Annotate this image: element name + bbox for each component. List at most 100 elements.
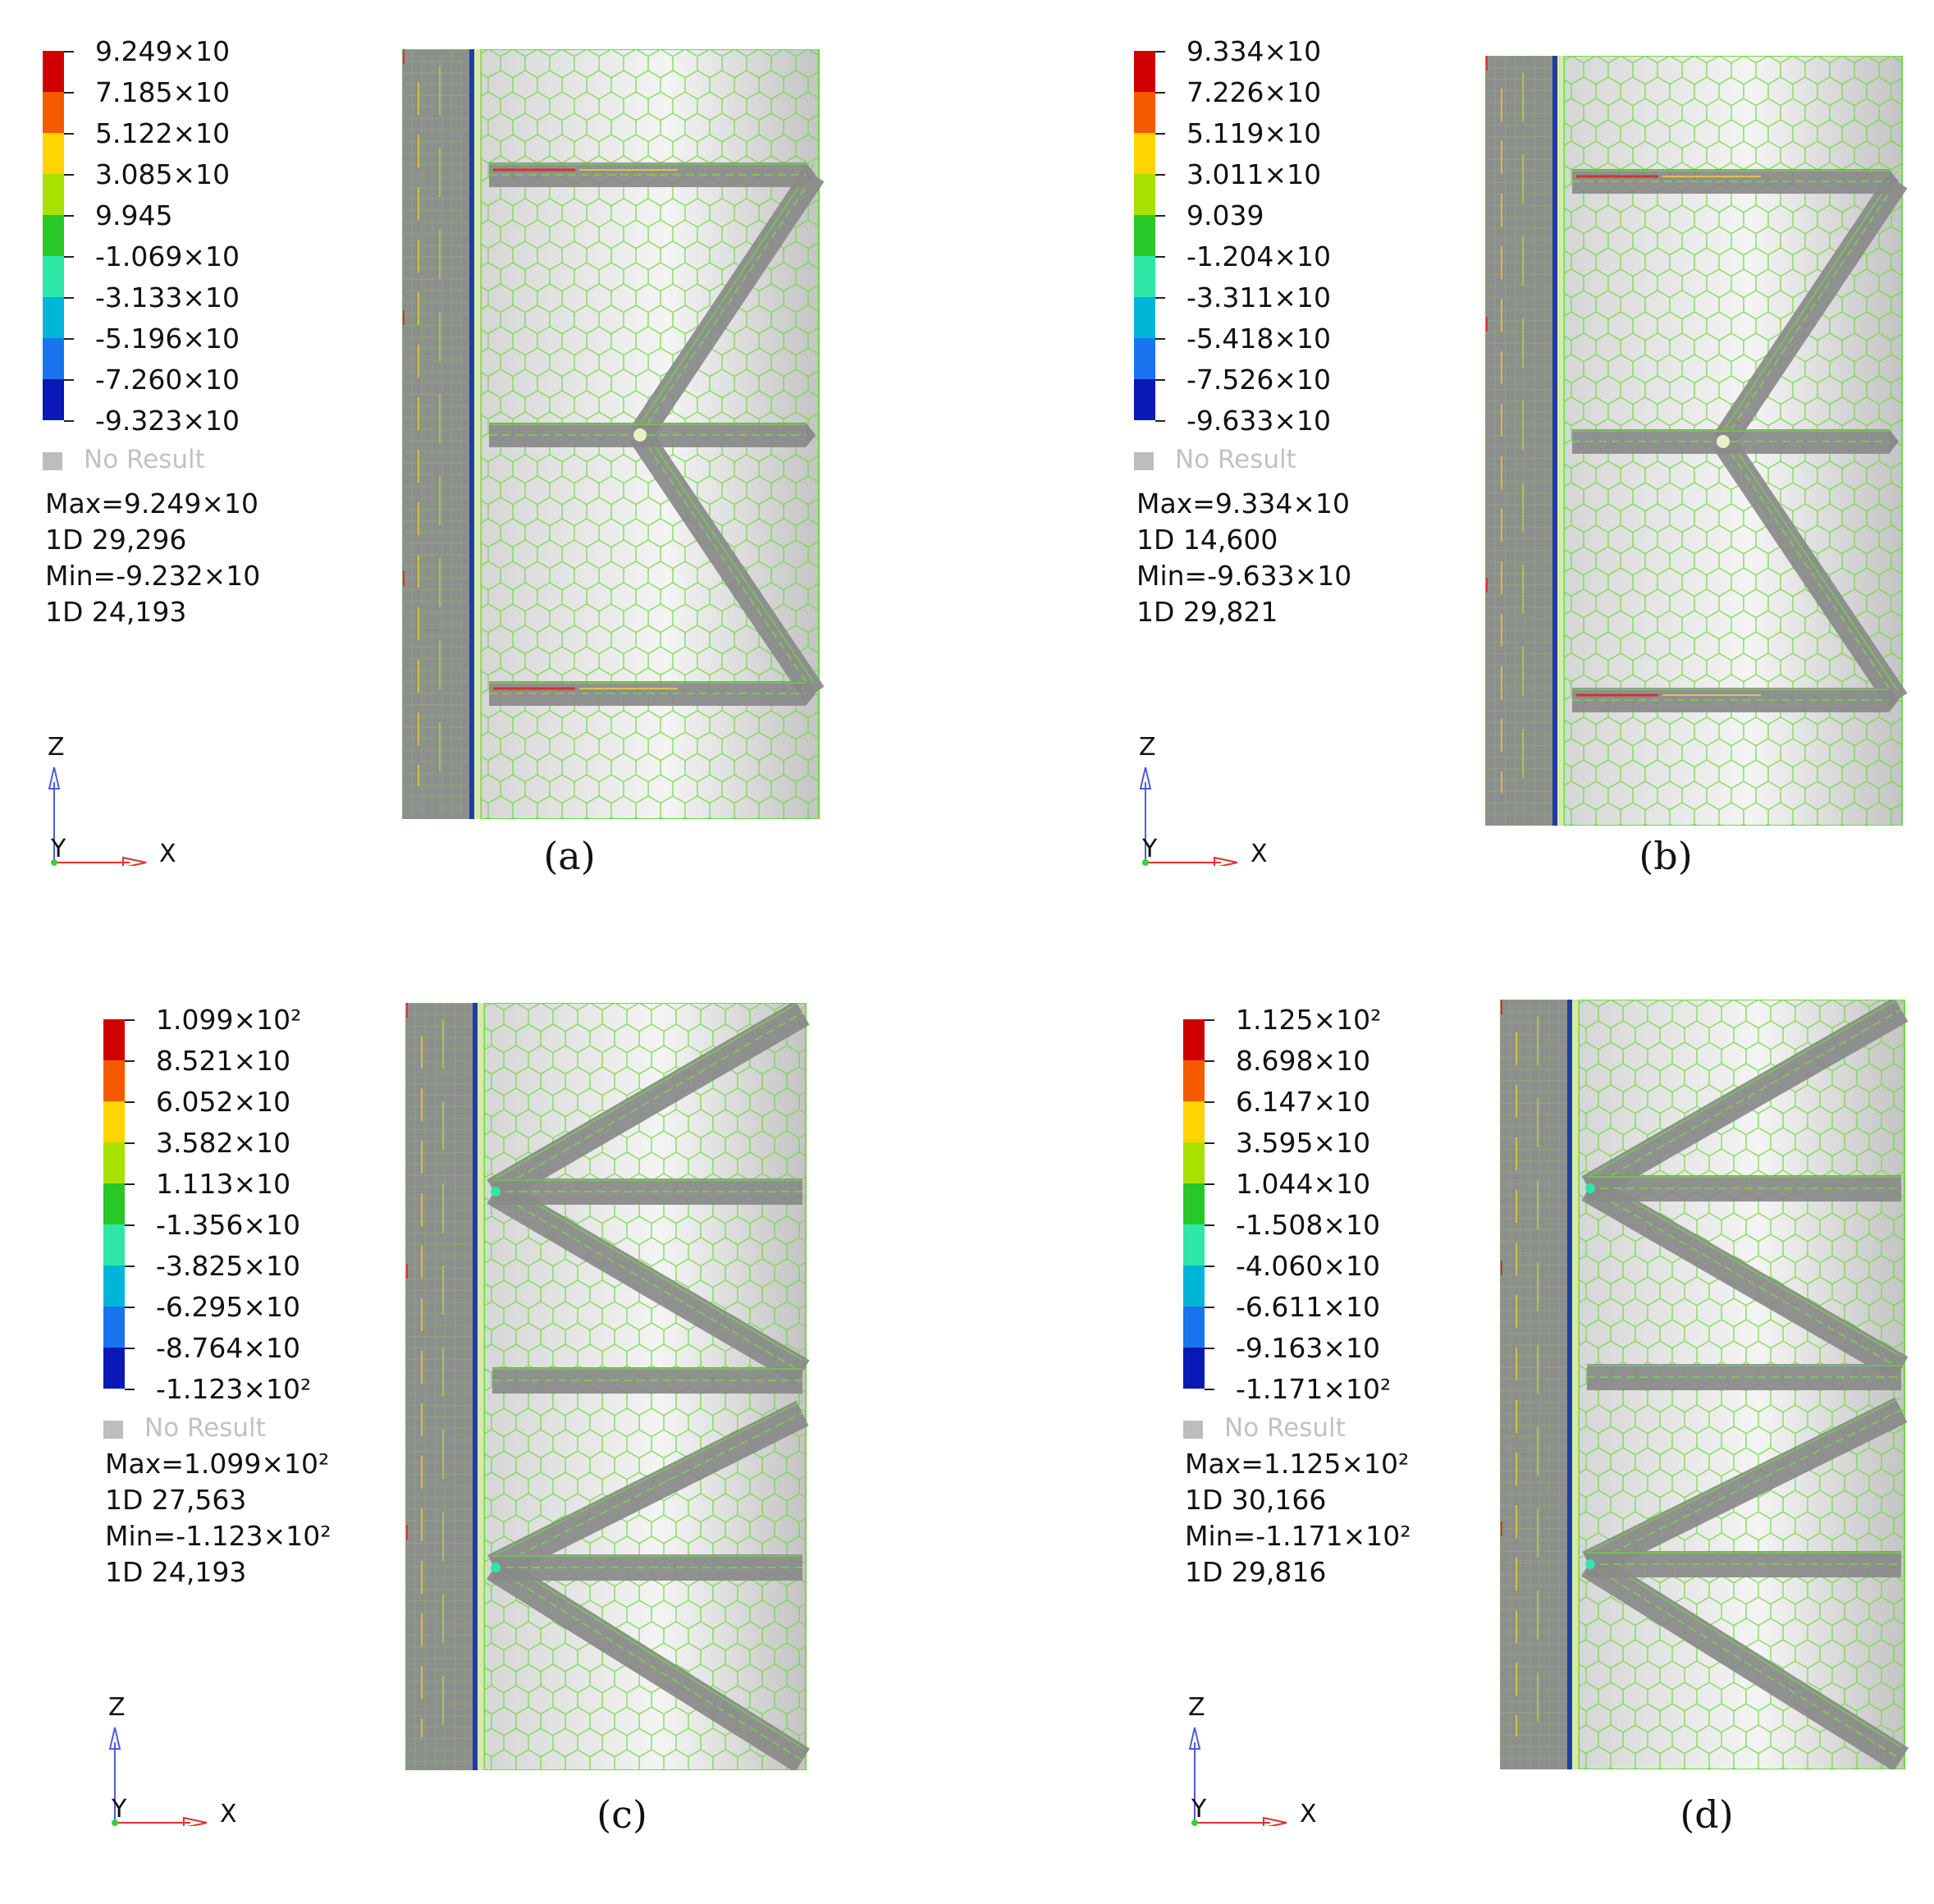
axis-x-label: X [220,1800,237,1828]
legend-swatch [1183,1183,1205,1224]
legend-tick [1155,215,1165,217]
diagonal-brace [629,163,825,442]
legend-tick [125,1348,135,1349]
legend-swatch [1134,379,1155,420]
legend-tick [64,420,74,422]
diagonal-brace [486,1554,811,1770]
vertical-column [1500,1000,1579,1769]
axis-y-label: Y [112,1795,127,1824]
legend-tick [64,133,74,135]
legend-value: -1.069×10 [95,240,240,272]
legend-swatch [1183,1348,1205,1389]
axis-triad-icon [108,1727,208,1829]
legend-swatch [43,92,64,133]
legend-swatch [103,1101,125,1142]
legend-value: 1.099×10² [156,1004,302,1036]
axis-y-label: Y [1191,1795,1207,1824]
legend-value: 3.595×10 [1236,1127,1371,1159]
max-value: Max=9.249×10 [45,487,258,519]
legend-value: -1.204×10 [1186,240,1332,272]
joint-node [491,1563,501,1572]
vertical-column [1485,56,1564,826]
diagonal-brace [1581,1175,1909,1381]
min-element-id: 1D 29,816 [1185,1556,1327,1588]
legend-tick [125,1183,135,1185]
legend-tick [1205,1060,1214,1062]
legend-tick [64,92,74,94]
min-element-id: 1D 24,193 [105,1556,247,1588]
legend-tick [125,1101,135,1103]
legend-value: 9.039 [1186,199,1264,231]
axis-z-label: Z [108,1693,126,1722]
no-result-swatch [1134,451,1154,470]
legend-tick [1205,1101,1214,1103]
min-element-id: 1D 29,821 [1136,596,1278,628]
legend-swatch [103,1142,125,1183]
legend-tick [64,174,74,176]
legend-swatch [43,338,64,379]
legend-swatch [103,1348,125,1389]
legend-swatch [43,379,64,420]
legend-swatch [43,133,64,174]
legend-value: 7.185×10 [95,76,231,108]
fem-model-view [405,1003,811,1770]
legend-value: -6.611×10 [1236,1291,1381,1323]
axis-triad-icon [1188,1727,1287,1829]
legend-tick [64,297,74,299]
vertical-column [405,1003,484,1770]
no-result-swatch [103,1420,123,1439]
legend-value: 3.011×10 [1186,158,1322,190]
legend-tick [64,51,74,53]
axis-triad-icon [1139,767,1238,869]
min-value: Min=-1.171×10² [1185,1520,1411,1552]
legend-swatch [1134,215,1155,256]
horizontal-strut [492,1367,802,1394]
min-element-id: 1D 24,193 [45,596,187,628]
legend-value: 9.334×10 [1186,35,1322,67]
axis-triad-icon [48,767,147,869]
legend-swatch [103,1266,125,1307]
axis-z-label: Z [1188,1693,1205,1722]
legend-value: -7.526×10 [1186,364,1332,396]
legend-value: -1.123×10² [156,1373,312,1405]
coordinate-axes: Z Y X [39,733,203,869]
fem-model-view [402,49,825,819]
axis-z-label: Z [1139,733,1156,762]
axis-z-label: Z [48,733,65,762]
legend-tick [64,256,74,258]
legend-value: -3.133×10 [95,281,240,314]
max-min-stats: Max=1.099×10² 1D 27,563 Min=-1.123×10² 1… [105,1446,331,1590]
legend-tick [1155,379,1165,381]
legend-tick [1155,297,1165,299]
legend-tick [1205,1019,1214,1021]
legend-value: 6.147×10 [1236,1086,1371,1118]
legend-tick [1155,256,1165,258]
no-result-label: No Result [1183,1413,1346,1443]
legend-tick [64,338,74,340]
horizontal-strut [489,681,816,706]
max-value: Max=1.099×10² [105,1448,330,1480]
legend-value: -9.163×10 [1236,1332,1381,1364]
horizontal-strut [1572,688,1899,712]
max-min-stats: Max=9.249×10 1D 29,296 Min=-9.232×10 1D … [45,486,260,630]
legend-swatch [43,215,64,256]
joint-node [633,428,647,442]
diagonal-brace [1580,1551,1909,1769]
legend-tick [1155,92,1165,94]
axis-x-label: X [1300,1800,1317,1828]
diagonal-brace [1582,1397,1908,1577]
horizontal-strut [489,423,816,447]
legend-tick [125,1019,135,1021]
figure-caption: (c) [597,1792,647,1837]
max-value: Max=1.125×10² [1185,1448,1410,1480]
diagonal-brace [1712,430,1908,707]
horizontal-strut [1587,1364,1901,1390]
diagonal-brace [487,1179,810,1385]
legend-value: -5.196×10 [95,323,240,355]
legend-tick [1205,1142,1214,1144]
legend-tick [125,1389,135,1390]
no-result-label: No Result [1134,445,1296,474]
panel-b: 9.334×10 7.226×10 5.119×10 3.011×10 9.039 -1.… [1091,0,1934,944]
legend-value: 3.582×10 [156,1127,291,1159]
legend-value: -6.295×10 [156,1291,301,1323]
